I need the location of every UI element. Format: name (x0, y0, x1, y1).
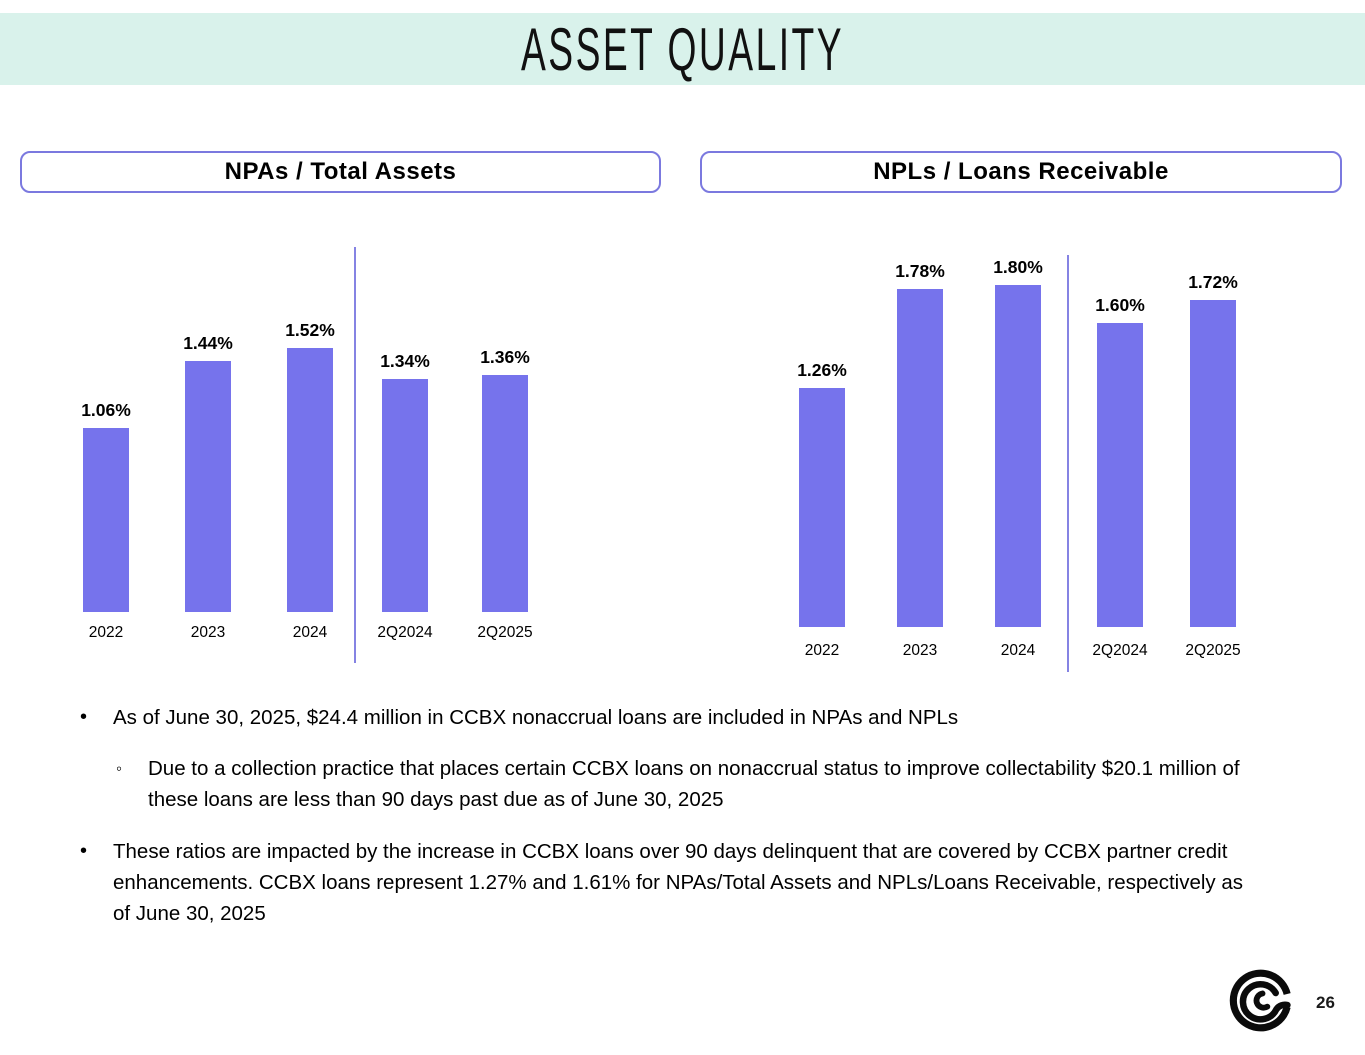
axis-label: 2Q2024 (377, 624, 433, 641)
bullet-text: These ratios are impacted by the increas… (113, 840, 1244, 925)
bar-value-label: 1.52% (285, 319, 335, 340)
axis-label: 2023 (190, 624, 226, 641)
axis-label: 2023 (902, 642, 938, 659)
bullet-marker: • (80, 706, 88, 728)
chart-title-npls: NPLs / Loans Receivable (873, 158, 1169, 185)
bar-2024 (995, 285, 1041, 627)
bar-2Q2025 (482, 375, 528, 612)
axis-label: 2Q2024 (1092, 642, 1148, 659)
axis-label: 2024 (1000, 642, 1036, 659)
title-banner: ASSET QUALITY (0, 13, 1365, 85)
chart-header-npls: NPLs / Loans Receivable (700, 151, 1342, 193)
axis-label: 2Q2025 (477, 624, 533, 641)
annual-quarterly-separator (354, 247, 356, 663)
axis-label: 2022 (804, 642, 840, 659)
bar-2Q2024 (1097, 323, 1143, 627)
coastal-wave-logo-icon (1229, 969, 1291, 1032)
bar-value-label: 1.44% (183, 333, 233, 354)
bar-value-label: 1.06% (81, 399, 131, 420)
bullet-text: As of June 30, 2025, $24.4 million in CC… (113, 706, 959, 729)
bar-2023 (185, 361, 231, 612)
bar-2022 (799, 387, 845, 627)
axis-label: 2022 (88, 624, 124, 641)
bullet-marker: ◦ (116, 759, 123, 778)
bar-value-label: 1.60% (1095, 295, 1145, 315)
chart-title-npas: NPAs / Total Assets (224, 158, 457, 185)
chart-header-npas: NPAs / Total Assets (20, 151, 661, 193)
annual-quarterly-separator (1067, 255, 1069, 672)
page-title: ASSET QUALITY (520, 15, 845, 83)
bullet-text: Due to a collection practice that places… (148, 757, 1240, 811)
bar-2Q2025 (1190, 300, 1236, 627)
bar-2Q2024 (382, 378, 428, 612)
axis-label: 2Q2025 (1185, 642, 1241, 659)
bar-value-label: 1.78% (895, 260, 945, 281)
bar-value-label: 1.36% (480, 347, 530, 368)
bar-value-label: 1.34% (380, 350, 430, 371)
bar-value-label: 1.80% (993, 257, 1043, 277)
bar-value-label: 1.72% (1188, 272, 1238, 293)
bullet-marker: • (80, 840, 88, 862)
page-number: 26 (1316, 993, 1335, 1012)
bar-2023 (897, 288, 943, 627)
bar-2022 (83, 427, 129, 612)
bar-2024 (287, 347, 333, 612)
axis-label: 2024 (292, 624, 328, 641)
bar-value-label: 1.26% (797, 359, 847, 380)
